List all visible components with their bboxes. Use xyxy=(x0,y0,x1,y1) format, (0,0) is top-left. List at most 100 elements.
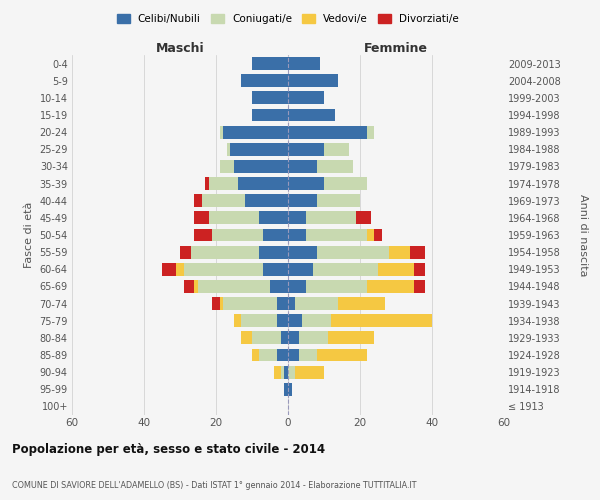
Bar xyxy=(230,143,288,156)
Bar xyxy=(356,212,371,224)
Bar xyxy=(288,228,306,241)
Bar xyxy=(367,126,374,138)
Bar xyxy=(180,246,191,258)
Bar xyxy=(274,366,281,378)
Bar xyxy=(306,212,356,224)
Bar xyxy=(176,263,184,276)
Bar xyxy=(252,57,288,70)
Bar xyxy=(410,246,425,258)
Bar xyxy=(194,228,212,241)
Bar xyxy=(241,74,288,87)
Bar xyxy=(238,177,288,190)
Bar xyxy=(198,280,270,293)
Bar xyxy=(288,332,299,344)
Bar xyxy=(288,212,306,224)
Bar xyxy=(184,280,194,293)
Y-axis label: Anni di nascita: Anni di nascita xyxy=(578,194,587,276)
Bar xyxy=(288,366,295,378)
Bar xyxy=(378,263,414,276)
Bar xyxy=(241,332,252,344)
Bar xyxy=(270,280,288,293)
Bar xyxy=(288,348,299,362)
Bar xyxy=(317,160,353,173)
Bar xyxy=(234,160,288,173)
Bar xyxy=(252,92,288,104)
Bar xyxy=(288,143,324,156)
Bar xyxy=(288,297,295,310)
Bar xyxy=(288,160,317,173)
Bar xyxy=(284,366,288,378)
Bar xyxy=(331,314,432,327)
Bar xyxy=(194,280,198,293)
Bar xyxy=(288,383,292,396)
Bar xyxy=(220,160,234,173)
Bar xyxy=(202,194,245,207)
Bar xyxy=(227,143,230,156)
Bar xyxy=(212,228,263,241)
Bar xyxy=(263,263,288,276)
Text: Femmine: Femmine xyxy=(364,42,428,55)
Bar xyxy=(263,228,288,241)
Bar xyxy=(299,332,328,344)
Bar xyxy=(367,228,374,241)
Bar xyxy=(328,332,374,344)
Bar xyxy=(194,194,202,207)
Bar xyxy=(295,297,338,310)
Bar xyxy=(288,108,335,122)
Bar xyxy=(234,314,241,327)
Bar xyxy=(209,212,259,224)
Bar xyxy=(288,57,320,70)
Bar xyxy=(209,177,238,190)
Bar xyxy=(205,177,209,190)
Bar xyxy=(162,263,176,276)
Legend: Celibi/Nubili, Coniugati/e, Vedovi/e, Divorziati/e: Celibi/Nubili, Coniugati/e, Vedovi/e, Di… xyxy=(113,10,463,29)
Bar xyxy=(277,348,288,362)
Text: COMUNE DI SAVIORE DELL'ADAMELLO (BS) - Dati ISTAT 1° gennaio 2014 - Elaborazione: COMUNE DI SAVIORE DELL'ADAMELLO (BS) - D… xyxy=(12,480,416,490)
Bar xyxy=(223,297,277,310)
Bar xyxy=(288,194,317,207)
Bar xyxy=(220,126,223,138)
Bar xyxy=(252,332,281,344)
Bar xyxy=(223,126,288,138)
Bar xyxy=(259,212,288,224)
Bar xyxy=(302,314,331,327)
Bar xyxy=(220,297,223,310)
Bar xyxy=(324,143,349,156)
Bar xyxy=(245,194,288,207)
Bar xyxy=(295,366,324,378)
Bar xyxy=(288,126,367,138)
Bar xyxy=(241,314,277,327)
Bar xyxy=(288,74,338,87)
Text: Popolazione per età, sesso e stato civile - 2014: Popolazione per età, sesso e stato civil… xyxy=(12,442,325,456)
Bar xyxy=(288,177,324,190)
Y-axis label: Fasce di età: Fasce di età xyxy=(24,202,34,268)
Bar xyxy=(281,366,284,378)
Bar xyxy=(184,263,263,276)
Bar xyxy=(317,246,389,258)
Bar xyxy=(284,383,288,396)
Bar xyxy=(367,280,414,293)
Bar xyxy=(194,212,209,224)
Bar xyxy=(252,108,288,122)
Bar xyxy=(389,246,410,258)
Bar xyxy=(212,297,220,310)
Bar xyxy=(277,314,288,327)
Bar xyxy=(338,297,385,310)
Bar xyxy=(317,348,367,362)
Bar xyxy=(374,228,382,241)
Bar xyxy=(191,246,259,258)
Bar xyxy=(313,263,378,276)
Bar xyxy=(259,246,288,258)
Bar xyxy=(288,263,313,276)
Bar xyxy=(414,280,425,293)
Text: Maschi: Maschi xyxy=(155,42,205,55)
Bar xyxy=(317,194,360,207)
Bar xyxy=(324,177,367,190)
Bar xyxy=(306,280,367,293)
Bar xyxy=(288,246,317,258)
Bar xyxy=(299,348,317,362)
Bar xyxy=(288,314,302,327)
Bar xyxy=(281,332,288,344)
Bar xyxy=(306,228,367,241)
Bar xyxy=(288,92,324,104)
